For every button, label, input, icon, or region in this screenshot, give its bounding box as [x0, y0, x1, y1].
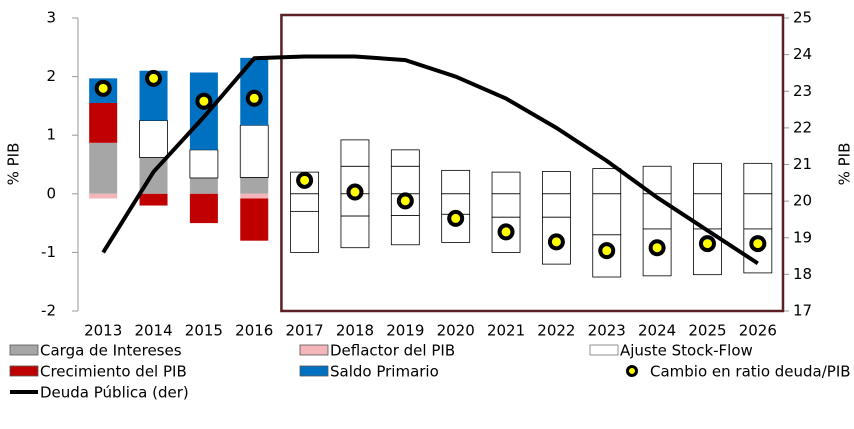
bar-segment: [240, 177, 269, 194]
bar-segment: [89, 193, 118, 199]
bar-segment: [340, 139, 370, 167]
bar-segment: [390, 215, 420, 246]
legend-swatch: [299, 365, 329, 377]
debt-line: [101, 54, 759, 266]
legend-swatch: [299, 344, 329, 356]
y-tick-label: -1: [41, 243, 56, 261]
dot: [346, 183, 364, 201]
y-axis-title: % PIB: [5, 143, 23, 186]
legend-swatch: [9, 365, 39, 377]
bar-segment: [240, 193, 269, 199]
bar-segment: [743, 162, 773, 195]
bar-segment: [89, 142, 118, 194]
bar-segment: [189, 177, 218, 194]
dot: [749, 235, 767, 253]
y-tick-label: 2: [46, 67, 56, 85]
legend-label: Crecimiento del PIB: [40, 363, 187, 381]
x-tick-label: 2016: [235, 322, 273, 340]
y2-tick-label: 17: [793, 302, 812, 320]
dot: [296, 171, 314, 189]
legend-swatch: [589, 344, 619, 356]
x-tick-label: 2026: [739, 322, 777, 340]
dot: [447, 209, 465, 227]
y2-tick-label: 25: [793, 9, 812, 27]
y-tick-label: 3: [46, 9, 56, 27]
legend-label: Saldo Primario: [330, 363, 439, 381]
dot: [245, 89, 263, 107]
y2-tick-label: 19: [793, 228, 812, 246]
y2-tick-label: 24: [793, 45, 812, 63]
bar-segment: [491, 171, 521, 195]
bar-segment: [340, 215, 370, 249]
y2-tick-label: 23: [793, 82, 812, 100]
dot: [547, 233, 565, 251]
legend-label: Deflactor del PIB: [330, 342, 455, 360]
dot: [497, 223, 515, 241]
bar-segment: [89, 102, 118, 143]
legend-label: Ajuste Stock-Flow: [620, 342, 753, 360]
bar-segment: [592, 168, 622, 195]
y2-tick-label: 21: [793, 155, 812, 173]
y2-axis-title: % PIB: [836, 143, 854, 186]
forecast-box: [280, 13, 785, 313]
dot: [94, 79, 112, 97]
y-tick-label: 1: [46, 126, 56, 144]
dot: [698, 235, 716, 253]
x-tick-label: 2024: [638, 322, 676, 340]
x-tick-label: 2017: [286, 322, 324, 340]
bar-segment: [592, 193, 622, 236]
legend-swatch: [626, 365, 638, 377]
bar-segment: [189, 72, 218, 150]
bar-segment: [541, 193, 571, 218]
bar-segment: [390, 165, 420, 195]
x-tick-label: 2019: [386, 322, 424, 340]
y-tick-label: -2: [41, 302, 56, 320]
bar-segment: [390, 149, 420, 167]
x-tick-label: 2015: [185, 322, 223, 340]
dot: [195, 92, 213, 110]
bar-segment: [290, 193, 320, 212]
bar-segment: [693, 162, 722, 195]
bar-segment: [139, 193, 168, 206]
dot: [598, 242, 616, 260]
x-tick-label: 2018: [336, 322, 374, 340]
dot: [648, 239, 666, 257]
y-tick-label: 0: [46, 184, 56, 202]
legend-swatch: [9, 344, 39, 356]
y2-tick-label: 20: [793, 192, 812, 210]
x-tick-label: 2014: [134, 322, 172, 340]
bar-segment: [189, 149, 219, 179]
dot: [145, 69, 163, 87]
bar-segment: [139, 120, 168, 158]
x-tick-label: 2025: [688, 322, 726, 340]
x-tick-label: 2022: [537, 322, 575, 340]
bar-segment: [189, 193, 218, 224]
bar-segment: [239, 124, 269, 178]
legend-label: Cambio en ratio deuda/PIB: [650, 363, 851, 381]
x-tick-label: 2013: [84, 322, 122, 340]
legend-label: Carga de Intereses: [40, 342, 182, 360]
dot: [396, 192, 414, 210]
legend-label: Deuda Pública (der): [40, 384, 189, 402]
x-tick-label: 2021: [487, 322, 525, 340]
x-tick-label: 2023: [588, 322, 626, 340]
bar-segment: [491, 193, 521, 218]
y2-tick-label: 22: [793, 118, 812, 136]
x-tick-label: 2020: [437, 322, 475, 340]
y2-tick-label: 18: [793, 265, 812, 283]
bar-segment: [240, 198, 269, 241]
bar-segment: [541, 171, 571, 195]
bar-segment: [441, 169, 471, 195]
bar-segment: [743, 193, 773, 230]
bar-segment: [290, 210, 320, 253]
